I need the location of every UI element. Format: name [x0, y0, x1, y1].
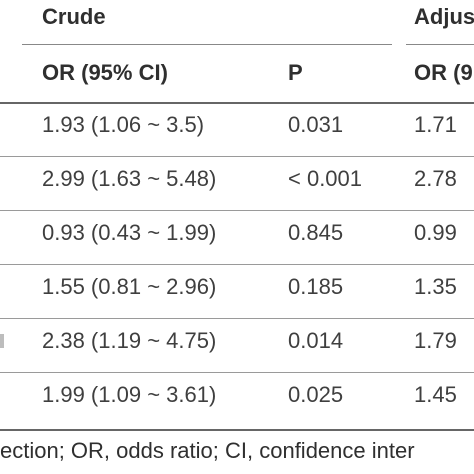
cell-adjusted-or: 1.45 — [414, 382, 457, 407]
cell-crude-or: 1.93 (1.06 ~ 3.5) — [42, 112, 205, 137]
cell-crude-p: < 0.001 — [288, 166, 363, 191]
cell-crude-or: 0.93 (0.43 ~ 1.99) — [42, 220, 217, 245]
truncated-edge-glyph — [0, 334, 4, 348]
table-footnote: ection; OR, odds ratio; CI, confidence i… — [0, 438, 415, 463]
cell-adjusted-or: 1.71 — [414, 112, 457, 137]
row-divider — [0, 264, 474, 265]
bottom-rule — [0, 429, 474, 431]
cell-crude-or: 1.99 (1.09 ~ 3.61) — [42, 382, 217, 407]
group-header-adjusted: Adjus — [414, 4, 474, 29]
cell-crude-p: 0.845 — [288, 220, 344, 245]
header-rule — [0, 102, 474, 104]
cell-crude-or: 1.55 (0.81 ~ 2.96) — [42, 274, 217, 299]
row-divider — [0, 318, 474, 319]
column-header-adjusted-or: OR (9 — [414, 60, 473, 85]
cell-adjusted-or: 2.78 — [414, 166, 457, 191]
cell-adjusted-or: 1.35 — [414, 274, 457, 299]
cell-adjusted-or: 1.79 — [414, 328, 457, 353]
row-divider — [0, 372, 474, 373]
cell-crude-p: 0.185 — [288, 274, 344, 299]
cell-crude-p: 0.025 — [288, 382, 344, 407]
cell-crude-p: 0.031 — [288, 112, 344, 137]
row-divider — [0, 210, 474, 211]
cell-crude-p: 0.014 — [288, 328, 344, 353]
group-header-crude: Crude — [42, 4, 106, 29]
row-divider — [0, 156, 474, 157]
cell-crude-or: 2.38 (1.19 ~ 4.75) — [42, 328, 217, 353]
column-header-crude-p: P — [288, 60, 303, 85]
cell-adjusted-or: 0.99 — [414, 220, 457, 245]
cell-crude-or: 2.99 (1.63 ~ 5.48) — [42, 166, 217, 191]
group-rule-crude — [22, 44, 392, 45]
group-rule-adjusted — [406, 44, 474, 45]
column-header-crude-or: OR (95% CI) — [42, 60, 168, 85]
